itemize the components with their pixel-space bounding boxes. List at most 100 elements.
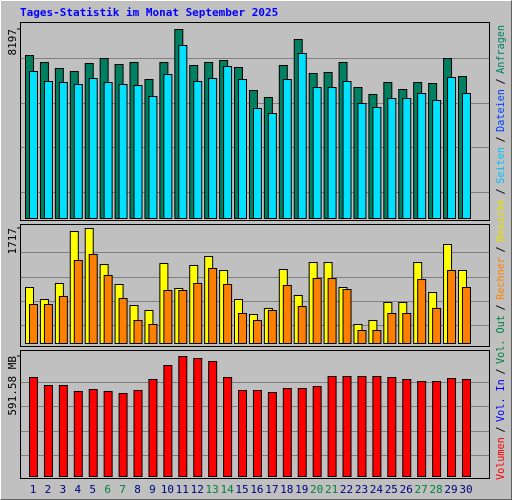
x-tick-label: 1 <box>30 483 37 496</box>
bar <box>282 79 292 219</box>
legend-item: Anfragen <box>494 25 507 74</box>
bar <box>148 323 158 345</box>
x-tick-label: 9 <box>149 483 156 496</box>
y-tick-label: 1717 <box>6 228 19 255</box>
bar <box>223 376 233 477</box>
legend: Volumen / Vol. In / Vol. Out / Rechner / Besuche… <box>494 25 507 480</box>
bar <box>372 107 382 219</box>
x-tick-label: 24 <box>370 483 384 496</box>
bar <box>29 304 38 345</box>
legend-item: Vol. Out <box>494 315 507 364</box>
bar <box>447 378 457 477</box>
bar <box>103 390 113 477</box>
bar <box>178 45 188 219</box>
x-tick-label: 29 <box>444 483 457 496</box>
x-tick-label: 22 <box>340 483 353 496</box>
bar <box>461 93 471 219</box>
bar <box>88 253 98 344</box>
x-tick-label: 4 <box>74 483 81 496</box>
bar <box>88 77 98 219</box>
legend-item: Seiten <box>494 147 507 184</box>
bar <box>193 358 203 477</box>
x-tick-label: 30 <box>459 483 472 496</box>
x-tick-label: 5 <box>89 483 96 496</box>
bar <box>178 290 188 344</box>
x-tick-label: 21 <box>325 483 338 496</box>
x-tick-label: 11 <box>176 483 189 496</box>
x-tick-label: 17 <box>265 483 278 496</box>
legend-separator: / <box>494 304 507 310</box>
legend-item: Besuche <box>494 199 507 242</box>
x-tick-label: 23 <box>355 483 368 496</box>
bar <box>447 269 457 344</box>
x-tick-label: 6 <box>104 483 111 496</box>
legend-item: Rechner <box>494 257 507 300</box>
bar <box>43 385 53 478</box>
bar <box>238 79 248 219</box>
legend-separator: / <box>494 136 507 142</box>
bar <box>372 330 382 345</box>
bar <box>297 306 307 344</box>
bar <box>58 385 68 478</box>
bar <box>252 107 262 219</box>
x-tick-label: 20 <box>310 483 323 496</box>
bar <box>267 309 277 344</box>
bar <box>133 85 143 219</box>
bar <box>327 87 337 219</box>
legend-item: Dateien <box>494 89 507 132</box>
legend-separator: / <box>494 427 507 433</box>
bar <box>342 80 352 219</box>
bar <box>282 388 292 477</box>
bar <box>88 388 98 477</box>
bar <box>282 284 292 345</box>
legend-separator: / <box>494 246 507 252</box>
bar <box>103 82 113 219</box>
bar <box>432 380 442 477</box>
bar <box>163 290 173 344</box>
bar <box>417 279 427 344</box>
bar <box>73 83 83 220</box>
bar <box>133 320 143 345</box>
y-tick-label: 8197 <box>6 29 19 56</box>
bar <box>402 378 412 477</box>
bar <box>342 289 352 344</box>
x-tick-label: 25 <box>385 483 398 496</box>
bar <box>402 312 412 344</box>
bar <box>73 390 83 477</box>
legend-item: Vol. In <box>494 379 507 422</box>
bar <box>133 389 143 478</box>
bar <box>238 312 248 344</box>
legend-separator: / <box>494 369 507 375</box>
bar <box>342 375 352 477</box>
bar <box>417 93 427 219</box>
bar <box>297 53 307 219</box>
bar <box>417 380 427 477</box>
bar <box>461 378 471 477</box>
bar <box>387 98 397 219</box>
x-tick-label: 18 <box>280 483 293 496</box>
bar <box>402 98 412 219</box>
x-tick-label: 28 <box>429 483 442 496</box>
bar <box>252 389 262 478</box>
bar <box>357 102 367 219</box>
bar <box>208 267 218 344</box>
chart-title: Tages-Statistik im Monat September 2025 <box>20 6 278 19</box>
legend-separator: / <box>494 78 507 84</box>
bar <box>163 74 173 219</box>
bar <box>357 375 367 477</box>
bar <box>43 304 53 345</box>
bar <box>208 77 218 219</box>
bar <box>223 66 233 219</box>
x-tick-label: 13 <box>206 483 219 496</box>
bar <box>312 87 322 219</box>
bar <box>148 96 158 219</box>
x-tick-label: 12 <box>191 483 204 496</box>
bar <box>447 77 457 219</box>
y-tick-label: 591.58 MB <box>6 356 19 416</box>
x-tick-label: 26 <box>400 483 413 496</box>
bar <box>432 307 442 345</box>
bar <box>58 82 68 219</box>
x-tick-label: 2 <box>45 483 52 496</box>
x-tick-label: 10 <box>161 483 174 496</box>
